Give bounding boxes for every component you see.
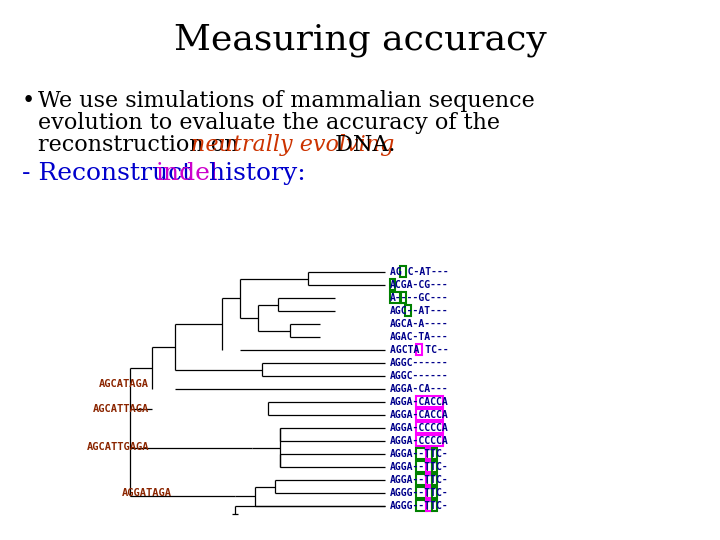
Text: DNA.: DNA.: [328, 134, 395, 156]
Bar: [415, 474, 427, 485]
Text: AGGA-CACCA: AGGA-CACCA: [390, 397, 449, 407]
Text: AGCA-A----: AGCA-A----: [390, 319, 449, 329]
Bar: [390, 279, 395, 290]
Bar: [431, 448, 437, 459]
Bar: [415, 448, 427, 459]
Text: We use simulations of mammalian sequence: We use simulations of mammalian sequence: [38, 90, 535, 112]
Text: •: •: [22, 90, 35, 112]
Bar: [431, 487, 437, 498]
Text: AGC--AT---: AGC--AT---: [390, 306, 449, 316]
Text: AGGG--TTC-: AGGG--TTC-: [390, 501, 449, 511]
Bar: [426, 448, 432, 459]
Text: AGGA--TTC-: AGGA--TTC-: [390, 449, 449, 459]
Text: AGGA--TTC-: AGGA--TTC-: [390, 462, 449, 472]
Bar: [400, 266, 406, 276]
Bar: [415, 422, 443, 433]
Text: AGAC-TA---: AGAC-TA---: [390, 332, 449, 342]
Text: A----GC---: A----GC---: [390, 293, 449, 303]
Bar: [426, 500, 432, 511]
Bar: [415, 396, 443, 407]
Bar: [405, 305, 411, 316]
Bar: [426, 474, 432, 485]
Text: - Reconstruct: - Reconstruct: [22, 162, 200, 185]
Text: history:: history:: [201, 162, 306, 185]
Text: AGGC------: AGGC------: [390, 358, 449, 368]
Text: AGCATTAGA: AGCATTAGA: [93, 403, 149, 414]
Text: AGCTA TC--: AGCTA TC--: [390, 345, 449, 355]
Bar: [400, 292, 406, 303]
Text: ACGA-CG---: ACGA-CG---: [390, 280, 449, 290]
Text: AGGA-CCCCA: AGGA-CCCCA: [390, 436, 449, 446]
Bar: [426, 461, 432, 472]
Text: AGGA-CACCA: AGGA-CACCA: [390, 410, 449, 420]
Text: AGGATAGA: AGGATAGA: [122, 488, 172, 498]
Bar: [390, 292, 400, 303]
Bar: [431, 461, 437, 472]
Bar: [415, 487, 427, 498]
Bar: [415, 435, 443, 445]
Text: evolution to evaluate the accuracy of the: evolution to evaluate the accuracy of th…: [38, 112, 500, 134]
Text: AGGC------: AGGC------: [390, 371, 449, 381]
Text: AGGA-CCCCA: AGGA-CCCCA: [390, 423, 449, 433]
Text: Measuring accuracy: Measuring accuracy: [174, 23, 546, 57]
Text: neutrally evolving: neutrally evolving: [191, 134, 395, 156]
Text: AGGA--TTC-: AGGA--TTC-: [390, 475, 449, 485]
Bar: [426, 487, 432, 498]
Bar: [415, 409, 443, 420]
Bar: [431, 500, 437, 511]
Text: AGGG--TTC-: AGGG--TTC-: [390, 488, 449, 498]
Text: AG C-AT---: AG C-AT---: [390, 267, 449, 277]
Text: reconstruction on: reconstruction on: [38, 134, 246, 156]
Text: AGCATTGAGA: AGCATTGAGA: [86, 442, 149, 453]
Bar: [431, 474, 437, 485]
Bar: [415, 500, 427, 511]
Bar: [415, 461, 427, 472]
Bar: [415, 345, 421, 355]
Text: AGGA-CA---: AGGA-CA---: [390, 384, 449, 394]
Text: AGCATAGA: AGCATAGA: [99, 379, 149, 389]
Text: indel: indel: [155, 162, 218, 185]
